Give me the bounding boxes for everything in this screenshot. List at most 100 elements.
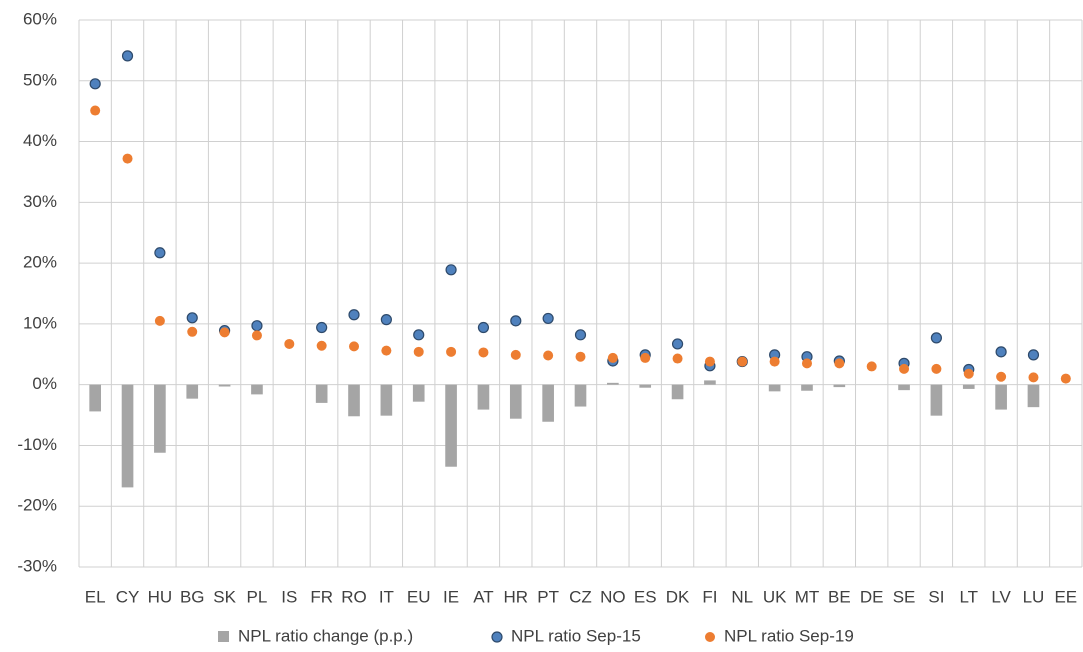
point [607, 352, 618, 363]
x-tick-label: ES [634, 587, 657, 606]
x-tick-label: BE [828, 587, 851, 606]
x-tick-label: CY [116, 587, 140, 606]
x-tick-label: IT [379, 587, 394, 606]
y-tick-label: -10% [17, 435, 57, 454]
point [477, 321, 490, 334]
bar [380, 384, 393, 416]
point [316, 340, 327, 351]
point [445, 264, 457, 276]
x-tick-label: FR [310, 587, 333, 606]
x-tick-label: FI [702, 587, 717, 606]
x-tick-label: EU [407, 587, 431, 606]
point [1028, 372, 1039, 383]
point [899, 363, 910, 374]
x-tick-label: AT [473, 587, 493, 606]
legend-swatch [218, 631, 229, 642]
legend-label: NPL ratio change (p.p.) [238, 626, 413, 645]
point [381, 345, 392, 356]
point [348, 309, 360, 321]
y-tick-label: 50% [23, 70, 57, 89]
bar [962, 384, 975, 389]
x-tick-label: PL [247, 587, 268, 606]
point [737, 356, 748, 367]
bar [704, 380, 716, 385]
point [672, 353, 683, 364]
point [704, 356, 715, 367]
point [510, 315, 522, 327]
point [510, 349, 521, 360]
bar [412, 384, 425, 402]
point [478, 347, 489, 358]
point [380, 314, 392, 326]
point [671, 338, 684, 350]
bar [898, 384, 910, 391]
x-tick-label: DK [666, 587, 690, 606]
legend-label: NPL ratio Sep-15 [511, 626, 641, 645]
point [121, 50, 134, 62]
point [542, 312, 554, 325]
point [801, 358, 812, 369]
x-tick-label: IE [443, 587, 459, 606]
x-tick-label: CZ [569, 587, 592, 606]
point [574, 329, 587, 341]
x-tick-label: IS [281, 587, 297, 606]
bar [574, 384, 587, 407]
x-tick-label: LU [1023, 587, 1045, 606]
legend-swatch [705, 632, 715, 642]
x-tick-label: HR [504, 587, 529, 606]
point [446, 346, 457, 357]
point [349, 341, 360, 352]
point [413, 346, 424, 357]
y-tick-label: 30% [23, 192, 57, 211]
bar [348, 384, 360, 417]
bar [154, 384, 166, 453]
x-tick-label: NO [600, 587, 626, 606]
point [769, 356, 780, 367]
point [154, 315, 165, 326]
x-tick-label: RO [341, 587, 367, 606]
bar [89, 384, 102, 412]
point [575, 351, 586, 362]
point [251, 320, 263, 332]
point [963, 368, 974, 379]
x-tick-label: EE [1054, 587, 1077, 606]
x-tick-label: HU [148, 587, 173, 606]
bar [445, 384, 457, 467]
x-tick-label: PT [537, 587, 559, 606]
point [284, 338, 295, 349]
point [930, 332, 943, 344]
bar [315, 384, 328, 403]
bar [542, 384, 554, 422]
bar [833, 384, 846, 388]
point [219, 327, 230, 338]
bar [121, 384, 134, 488]
x-tick-label: SK [213, 587, 236, 606]
y-tick-label: 60% [23, 9, 57, 28]
bar [768, 384, 781, 392]
x-tick-label: LT [959, 587, 978, 606]
bar [930, 384, 943, 416]
y-tick-label: -30% [17, 556, 57, 575]
point [89, 78, 101, 90]
point [316, 321, 328, 334]
point [186, 312, 198, 324]
point [543, 350, 554, 361]
point [640, 352, 651, 363]
bar [477, 384, 490, 410]
x-tick-label: NL [731, 587, 753, 606]
point [154, 247, 166, 259]
bar [186, 384, 199, 399]
x-tick-label: SE [893, 587, 916, 606]
x-tick-label: DE [860, 587, 884, 606]
point [1027, 349, 1040, 361]
point [251, 330, 262, 341]
point [931, 363, 942, 374]
bar [801, 384, 813, 391]
y-tick-label: 20% [23, 253, 57, 272]
bar [995, 384, 1007, 410]
y-tick-label: 10% [23, 313, 57, 332]
y-tick-label: 0% [32, 374, 57, 393]
point [1060, 373, 1071, 384]
point [90, 105, 101, 116]
